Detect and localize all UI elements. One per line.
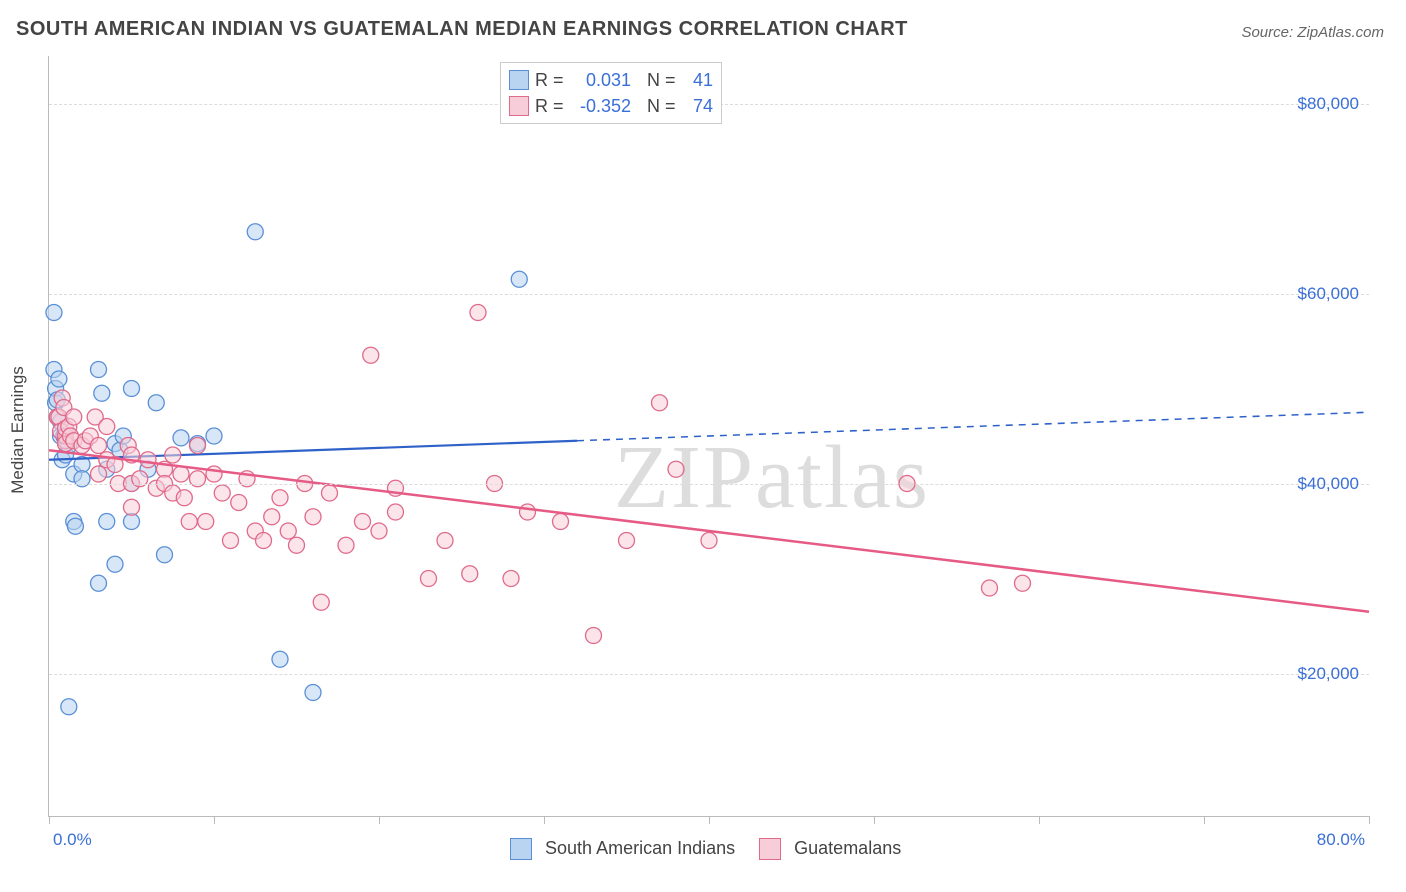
legend-row-sai: R = 0.031 N = 41 bbox=[509, 67, 713, 93]
data-point-gua bbox=[470, 305, 486, 321]
legend-label-sai: South American Indians bbox=[545, 838, 735, 858]
data-point-gua bbox=[231, 495, 247, 511]
data-point-gua bbox=[322, 485, 338, 501]
swatch-sai-icon bbox=[509, 70, 529, 90]
data-point-sai bbox=[511, 271, 527, 287]
data-point-gua bbox=[1015, 575, 1031, 591]
data-point-gua bbox=[206, 466, 222, 482]
plot-area: ZIPatlas $20,000$40,000$60,000$80,0000.0… bbox=[48, 56, 1369, 817]
y-tick-label: $80,000 bbox=[1298, 94, 1359, 114]
data-point-gua bbox=[355, 514, 371, 530]
data-point-sai bbox=[305, 685, 321, 701]
data-point-gua bbox=[190, 438, 206, 454]
data-point-sai bbox=[107, 556, 123, 572]
data-point-sai bbox=[148, 395, 164, 411]
chart-title: SOUTH AMERICAN INDIAN VS GUATEMALAN MEDI… bbox=[16, 18, 908, 41]
data-point-sai bbox=[67, 518, 83, 534]
data-point-sai bbox=[61, 699, 77, 715]
data-point-gua bbox=[388, 504, 404, 520]
data-point-gua bbox=[586, 628, 602, 644]
legend-row-gua: R = -0.352 N = 74 bbox=[509, 93, 713, 119]
data-point-sai bbox=[99, 514, 115, 530]
legend-n-value-gua: 74 bbox=[683, 96, 713, 117]
data-point-gua bbox=[982, 580, 998, 596]
data-point-gua bbox=[198, 514, 214, 530]
data-point-gua bbox=[619, 533, 635, 549]
legend-r-value-sai: 0.031 bbox=[571, 70, 631, 91]
data-point-gua bbox=[305, 509, 321, 525]
data-point-sai bbox=[173, 430, 189, 446]
data-point-gua bbox=[421, 571, 437, 587]
data-point-gua bbox=[462, 566, 478, 582]
data-point-gua bbox=[668, 461, 684, 477]
data-point-gua bbox=[520, 504, 536, 520]
data-point-gua bbox=[553, 514, 569, 530]
y-tick-label: $40,000 bbox=[1298, 474, 1359, 494]
legend-n-label: N = bbox=[647, 70, 677, 91]
legend-n-value-sai: 41 bbox=[683, 70, 713, 91]
data-point-gua bbox=[701, 533, 717, 549]
data-point-gua bbox=[165, 447, 181, 463]
data-point-gua bbox=[313, 594, 329, 610]
regression-line-sai-extrapolated bbox=[577, 412, 1369, 441]
swatch-gua-icon bbox=[509, 96, 529, 116]
data-point-gua bbox=[371, 523, 387, 539]
legend-item-gua: Guatemalans bbox=[759, 838, 901, 860]
data-point-gua bbox=[140, 452, 156, 468]
legend-r-label: R = bbox=[535, 96, 565, 117]
data-point-gua bbox=[173, 466, 189, 482]
data-point-sai bbox=[247, 224, 263, 240]
data-point-gua bbox=[256, 533, 272, 549]
data-point-sai bbox=[91, 575, 107, 591]
data-point-gua bbox=[181, 514, 197, 530]
swatch-gua-icon bbox=[759, 838, 781, 860]
data-point-sai bbox=[206, 428, 222, 444]
data-point-gua bbox=[280, 523, 296, 539]
legend-label-gua: Guatemalans bbox=[794, 838, 901, 858]
data-point-gua bbox=[91, 466, 107, 482]
data-point-gua bbox=[503, 571, 519, 587]
data-point-gua bbox=[437, 533, 453, 549]
data-point-gua bbox=[124, 499, 140, 515]
data-point-sai bbox=[124, 381, 140, 397]
data-point-gua bbox=[338, 537, 354, 553]
data-point-sai bbox=[124, 514, 140, 530]
data-point-sai bbox=[91, 362, 107, 378]
data-point-gua bbox=[264, 509, 280, 525]
legend-r-value-gua: -0.352 bbox=[571, 96, 631, 117]
data-point-gua bbox=[66, 409, 82, 425]
correlation-legend: R = 0.031 N = 41 R = -0.352 N = 74 bbox=[500, 62, 722, 124]
data-point-gua bbox=[214, 485, 230, 501]
y-tick-label: $60,000 bbox=[1298, 284, 1359, 304]
y-tick-label: $20,000 bbox=[1298, 664, 1359, 684]
data-point-gua bbox=[289, 537, 305, 553]
data-point-gua bbox=[272, 490, 288, 506]
data-point-sai bbox=[46, 305, 62, 321]
legend-n-label: N = bbox=[647, 96, 677, 117]
data-point-sai bbox=[272, 651, 288, 667]
data-point-gua bbox=[652, 395, 668, 411]
plot-svg bbox=[49, 56, 1369, 816]
data-point-gua bbox=[91, 438, 107, 454]
data-point-gua bbox=[223, 533, 239, 549]
data-point-gua bbox=[99, 419, 115, 435]
data-point-sai bbox=[94, 385, 110, 401]
source-attribution: Source: ZipAtlas.com bbox=[1241, 24, 1384, 41]
x-tick-label-max: 80.0% bbox=[1317, 830, 1365, 850]
x-tick-label-min: 0.0% bbox=[53, 830, 92, 850]
data-point-gua bbox=[176, 490, 192, 506]
legend-item-sai: South American Indians bbox=[510, 838, 735, 860]
swatch-sai-icon bbox=[510, 838, 532, 860]
data-point-sai bbox=[51, 371, 67, 387]
data-point-sai bbox=[157, 547, 173, 563]
data-point-gua bbox=[363, 347, 379, 363]
series-legend: South American Indians Guatemalans bbox=[510, 838, 901, 860]
legend-r-label: R = bbox=[535, 70, 565, 91]
y-axis-label: Median Earnings bbox=[8, 366, 28, 494]
